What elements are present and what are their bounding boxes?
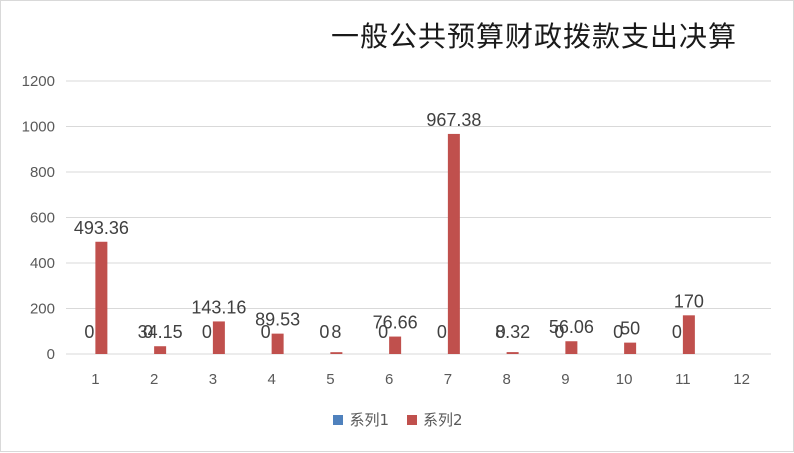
bar-series-2	[506, 352, 519, 354]
data-label-series-1: 0	[319, 322, 329, 342]
y-tick-label: 400	[30, 255, 55, 272]
bar-series-2	[271, 333, 284, 354]
bar-series-2	[565, 341, 578, 354]
data-label-series-2: 50	[620, 319, 640, 339]
data-label-series-1: 0	[613, 322, 623, 342]
bar-series-2	[95, 241, 108, 354]
data-label-series-1: 0	[437, 322, 447, 342]
x-tick-label: 7	[444, 371, 452, 388]
data-label-series-1: 0	[143, 322, 153, 342]
data-label-series-2: 143.16	[191, 297, 246, 317]
bar-series-2	[624, 342, 637, 354]
bar-series-2	[682, 315, 695, 354]
x-tick-label: 1	[91, 371, 99, 388]
x-tick-label: 4	[267, 371, 275, 388]
x-tick-label: 8	[502, 371, 510, 388]
bar-series-2	[154, 346, 167, 354]
y-tick-label: 1000	[22, 119, 55, 136]
legend-item-series-2: 系列2	[407, 409, 463, 430]
chart-title: 一般公共预算财政拨款支出决算	[331, 20, 738, 53]
data-label-series-2: 493.36	[74, 218, 129, 238]
data-label-series-1: 0	[202, 322, 212, 342]
data-label-series-2: 967.38	[426, 110, 481, 130]
data-label-series-1: 0	[261, 322, 271, 342]
legend-label-series-2: 系列2	[423, 411, 463, 429]
y-tick-label: 200	[30, 301, 55, 318]
data-label-series-2: 8.32	[495, 322, 530, 342]
data-label-series-1: 0	[378, 322, 388, 342]
data-label-series-2: 34.15	[138, 322, 183, 342]
bar-series-2	[212, 321, 225, 354]
legend-swatch-series-1	[333, 414, 344, 425]
data-label-series-2: 170	[674, 291, 704, 311]
x-tick-label: 5	[326, 371, 334, 388]
x-tick-label: 11	[675, 371, 691, 388]
x-tick-label: 9	[561, 371, 569, 388]
bar-series-2	[330, 352, 343, 354]
y-tick-label: 800	[30, 164, 55, 181]
legend-swatch-series-2	[407, 414, 417, 425]
y-tick-label: 0	[47, 346, 55, 363]
x-tick-label: 3	[209, 371, 217, 388]
x-tick-label: 6	[385, 371, 393, 388]
data-label-series-1: 0	[84, 322, 94, 342]
legend: 系列1 系列2	[1, 409, 794, 430]
x-tick-label: 2	[150, 371, 158, 388]
data-label-series-1: 0	[672, 322, 682, 342]
data-label-series-2: 56.06	[549, 317, 594, 337]
y-tick-label: 600	[30, 210, 55, 227]
data-label-series-2: 8	[331, 322, 341, 342]
x-tick-label: 12	[733, 371, 750, 388]
legend-item-series-1: 系列1	[333, 409, 389, 430]
data-label-series-1: 0	[554, 322, 564, 342]
data-label-series-2: 76.66	[373, 313, 418, 333]
legend-label-series-1: 系列1	[349, 411, 389, 429]
data-label-series-2: 89.53	[255, 310, 300, 330]
x-tick-label: 10	[616, 371, 633, 388]
data-label-series-1: 0	[496, 322, 506, 342]
bar-series-2	[447, 133, 460, 354]
y-tick-label: 1200	[22, 73, 55, 90]
bar-series-2	[389, 336, 402, 354]
